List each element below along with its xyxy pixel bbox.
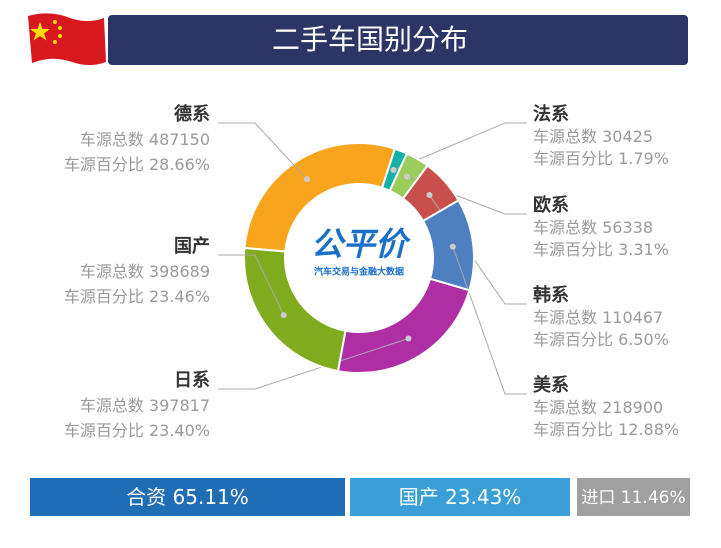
percent-prefix: 车源百分比 [533,330,613,349]
count-value: 110467 [602,308,663,327]
summary-label: 国产 23.43% [399,485,522,509]
count-prefix: 车源总数 [533,398,597,417]
summary-label: 合资 65.11% [126,485,249,509]
leader-dot [426,192,433,199]
count-value: 218900 [602,398,663,417]
donut-segment [243,142,397,253]
flag [28,13,106,65]
leader-dot [280,312,287,319]
category-label: 日系 [174,370,210,391]
summary-category: 合资 [126,485,166,509]
summary-box [350,478,570,516]
percent-prefix: 车源百分比 [533,149,613,168]
percent-line: 车源百分比 23.40% [64,421,210,440]
percent-prefix: 车源百分比 [64,421,144,440]
leader-dot [404,173,411,180]
percent-prefix: 车源百分比 [64,287,144,306]
summary-value: 23.43% [445,485,521,509]
percent-prefix: 车源百分比 [533,240,613,259]
leader-line [393,122,527,171]
summary-category: 进口 [581,488,615,508]
percent-line: 车源百分比 6.50% [533,330,669,349]
donut-segment [243,246,347,373]
category-label: 欧系 [533,194,569,216]
count-prefix: 车源总数 [533,218,597,237]
leader-line [452,246,527,395]
category-label: 法系 [533,103,569,125]
count-prefix: 车源总数 [533,308,597,327]
count-value: 398689 [149,262,210,281]
percent-line: 车源百分比 12.88% [533,420,679,439]
summary-value: 65.11% [173,485,249,509]
leader-line [218,338,409,390]
donut-segment [336,277,471,374]
leader-dot [405,335,412,342]
title-bar [108,15,688,65]
percent-line: 车源百分比 1.79% [533,149,669,168]
count-line: 车源总数 110467 [533,308,663,327]
percent-value: 28.66% [149,155,210,174]
percent-line: 车源百分比 23.46% [64,287,210,306]
percent-value: 3.31% [618,240,669,259]
count-line: 车源总数 398689 [80,262,210,281]
count-prefix: 车源总数 [80,396,144,415]
leader-dot [449,243,456,250]
count-value: 30425 [602,127,653,146]
percent-prefix: 车源百分比 [533,420,613,439]
percent-value: 6.50% [618,330,669,349]
leader-dot [303,176,310,183]
summary-label: 进口 11.46% [581,488,685,508]
summary-value: 11.46% [621,488,686,508]
summary-category: 国产 [399,485,439,509]
category-label: 德系 [174,103,210,125]
percent-value: 1.79% [618,149,669,168]
category-label: 美系 [533,374,569,396]
category-label: 国产 [174,235,210,257]
percent-line: 车源百分比 28.66% [64,155,210,174]
summary-box [30,478,345,516]
summary-box [577,478,690,516]
percent-value: 12.88% [618,420,679,439]
count-line: 车源总数 487150 [80,130,210,149]
percent-value: 23.40% [149,421,210,440]
count-prefix: 车源总数 [80,130,144,149]
percent-value: 23.46% [149,287,210,306]
count-value: 487150 [149,130,210,149]
category-label: 韩系 [533,284,569,306]
logo-tagline: 汽车交易与金融大数据 [314,266,404,278]
leader-line [218,122,308,180]
count-value: 56338 [602,218,653,237]
logo-name: 公平价 [311,225,411,263]
percent-prefix: 车源百分比 [64,155,144,174]
count-value: 397817 [149,396,210,415]
count-line: 车源总数 397817 [80,396,210,415]
leader-dot [390,167,397,174]
count-line: 车源总数 30425 [533,127,653,146]
count-line: 车源总数 218900 [533,398,663,417]
count-prefix: 车源总数 [533,127,597,146]
leader-line [218,254,285,316]
percent-line: 车源百分比 3.31% [533,240,669,259]
chart-title: 二手车国别分布 [272,23,468,56]
count-line: 车源总数 56338 [533,218,653,237]
count-prefix: 车源总数 [80,262,144,281]
